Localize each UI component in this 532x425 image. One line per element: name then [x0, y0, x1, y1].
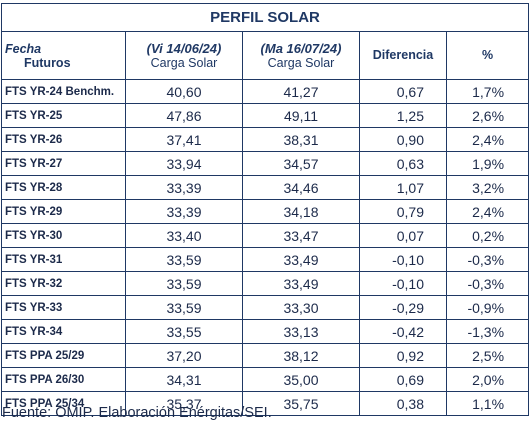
percent-value: 2,6%: [445, 103, 530, 128]
carga-1-value: 34,31: [125, 367, 243, 392]
diferencia-value: 0,90: [359, 127, 447, 152]
carga-2-value: 34,18: [242, 199, 360, 224]
carga-2-value: 41,27: [242, 79, 360, 104]
diferencia-value: 0,92: [359, 343, 447, 368]
source-note: Fuente: OMIP. Elaboración Enérgitas/SEI.: [2, 405, 272, 421]
row-label: FTS YR-29: [1, 199, 126, 224]
percent-value: 0,2%: [445, 223, 530, 248]
percent-value: 2,5%: [445, 343, 530, 368]
percent-value: -1,3%: [445, 319, 530, 344]
percent-value: 2,0%: [445, 367, 530, 392]
carga-1-value: 37,20: [125, 343, 243, 368]
solar-profile-table: PERFIL SOLAR Fecha (Vi 14/06/24) (Ma 16/…: [0, 3, 530, 416]
table-title: PERFIL SOLAR: [0, 3, 530, 32]
diferencia-value: -0,42: [359, 319, 447, 344]
table-row: FTS YR-30 33,40 33,47 0,07 0,2%: [1, 223, 530, 248]
row-label: FTS PPA 26/30: [1, 367, 126, 392]
row-label: FTS PPA 25/34: [1, 391, 126, 416]
table-row: FTS YR-29 33,39 34,18 0,79 2,4%: [1, 199, 530, 224]
table-row: FTS YR-28 33,39 34,46 1,07 3,2%: [1, 175, 530, 200]
percent-value: 1,9%: [445, 151, 530, 176]
header-carga-1: Carga Solar: [125, 55, 243, 80]
carga-2-value: 33,49: [242, 271, 360, 296]
header-fecha: Fecha: [1, 31, 126, 56]
carga-2-value: 34,57: [242, 151, 360, 176]
diferencia-value: 0,69: [359, 367, 447, 392]
row-label: FTS YR-30: [1, 223, 126, 248]
carga-2-value: 38,12: [242, 343, 360, 368]
carga-1-value: 33,94: [125, 151, 243, 176]
table-row: FTS YR-31 33,59 33,49 -0,10 -0,3%: [1, 247, 530, 272]
carga-2-value: 33,30: [242, 295, 360, 320]
carga-2-value: 49,11: [242, 103, 360, 128]
percent-value: 3,2%: [445, 175, 530, 200]
table-row: FTS YR-33 33,59 33,30 -0,29 -0,9%: [1, 295, 530, 320]
header-percent: %: [445, 43, 530, 68]
table-row: FTS YR-25 47,86 49,11 1,25 2,6%: [1, 103, 530, 128]
diferencia-value: 0,67: [359, 79, 447, 104]
solar-profile-table-wrapper: PERFIL SOLAR Fecha (Vi 14/06/24) (Ma 16/…: [0, 3, 530, 421]
carga-2-value: 35,00: [242, 367, 360, 392]
carga-2-value: 38,31: [242, 127, 360, 152]
row-label: FTS YR-28: [1, 175, 126, 200]
diferencia-value: 1,07: [359, 175, 447, 200]
percent-value: -0,9%: [445, 295, 530, 320]
percent-value: 1,1%: [445, 391, 530, 416]
header-date-1: (Vi 14/06/24): [125, 31, 243, 56]
carga-1-value: 33,55: [125, 319, 243, 344]
carga-1-value: 33,39: [125, 175, 243, 200]
table-row: FTS YR-26 37,41 38,31 0,90 2,4%: [1, 127, 530, 152]
diferencia-value: -0,10: [359, 247, 447, 272]
row-label: FTS YR-24 Benchm.: [1, 79, 126, 104]
row-label: FTS YR-33: [1, 295, 126, 320]
percent-value: 2,4%: [445, 199, 530, 224]
carga-1-value: 33,59: [125, 295, 243, 320]
table-row: FTS PPA 25/29 37,20 38,12 0,92 2,5%: [1, 343, 530, 368]
row-label: FTS YR-26: [1, 127, 126, 152]
carga-1-value: 33,40: [125, 223, 243, 248]
carga-1-value: 40,60: [125, 79, 243, 104]
carga-2-value: 33,47: [242, 223, 360, 248]
carga-1-value: 33,59: [125, 271, 243, 296]
header-row-bottom: Futuros Carga Solar Carga Solar Diferenc…: [1, 43, 530, 80]
carga-1-value: 35,37: [125, 391, 243, 416]
diferencia-value: 1,25: [359, 103, 447, 128]
header-futuros: Futuros: [1, 55, 126, 80]
table-row: FTS PPA 25/34 35,37 35,75 0,38 1,1%: [1, 391, 530, 416]
header-diferencia: Diferencia: [359, 43, 447, 68]
header-carga-2: Carga Solar: [242, 55, 360, 80]
row-label: FTS YR-32: [1, 271, 126, 296]
table-row: FTS YR-34 33,55 33,13 -0,42 -1,3%: [1, 319, 530, 344]
diferencia-value: -0,29: [359, 295, 447, 320]
carga-1-value: 47,86: [125, 103, 243, 128]
diferencia-value: 0,38: [359, 391, 447, 416]
row-label: FTS PPA 25/29: [1, 343, 126, 368]
table-row: FTS PPA 26/30 34,31 35,00 0,69 2,0%: [1, 367, 530, 392]
carga-2-value: 33,49: [242, 247, 360, 272]
table-row: FTS YR-24 Benchm. 40,60 41,27 0,67 1,7%: [1, 79, 530, 104]
percent-value: 1,7%: [445, 79, 530, 104]
diferencia-value: 0,63: [359, 151, 447, 176]
carga-2-value: 35,75: [242, 391, 360, 416]
row-label: FTS YR-27: [1, 151, 126, 176]
table-row: FTS YR-27 33,94 34,57 0,63 1,9%: [1, 151, 530, 176]
carga-1-value: 33,59: [125, 247, 243, 272]
percent-value: 2,4%: [445, 127, 530, 152]
header-date-2: (Ma 16/07/24): [242, 31, 360, 56]
row-label: FTS YR-34: [1, 319, 126, 344]
diferencia-value: 0,07: [359, 223, 447, 248]
carga-2-value: 33,13: [242, 319, 360, 344]
row-label: FTS YR-25: [1, 103, 126, 128]
carga-1-value: 37,41: [125, 127, 243, 152]
table-row: FTS YR-32 33,59 33,49 -0,10 -0,3%: [1, 271, 530, 296]
diferencia-value: -0,10: [359, 271, 447, 296]
row-label: FTS YR-31: [1, 247, 126, 272]
diferencia-value: 0,79: [359, 199, 447, 224]
percent-value: -0,3%: [445, 271, 530, 296]
carga-1-value: 33,39: [125, 199, 243, 224]
carga-2-value: 34,46: [242, 175, 360, 200]
title-row: PERFIL SOLAR: [0, 3, 530, 32]
percent-value: -0,3%: [445, 247, 530, 272]
